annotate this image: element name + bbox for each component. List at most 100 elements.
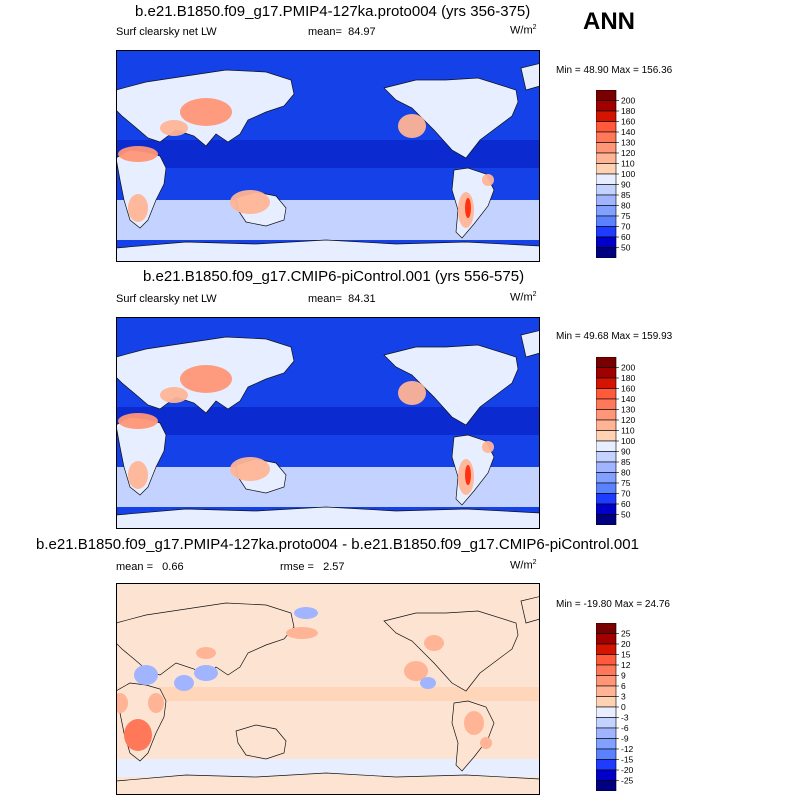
colorbar-box [595, 163, 617, 175]
colorbar-box [595, 759, 617, 771]
panel-1-units: W/m2 [510, 24, 537, 37]
panel-3-map-plot [116, 583, 540, 795]
panel-2-mean: mean= 84.31 [308, 293, 376, 305]
panel-3-map [116, 583, 540, 795]
panel-1-minmax: Min = 48.90 Max = 156.36 [556, 65, 673, 76]
colorbar-tick-label: 3 [621, 692, 626, 702]
colorbar-tick-label: 50 [621, 510, 631, 520]
colorbar-tick-label: -15 [621, 755, 634, 765]
colorbar-tick-label: 130 [621, 405, 635, 415]
colorbar-box [595, 633, 617, 645]
colorbar-tick-label: 100 [621, 169, 635, 179]
colorbar-box [595, 247, 617, 259]
panel-2-mean-label: mean= [308, 293, 342, 305]
high-flux-region [160, 387, 188, 403]
colorbar-box [595, 152, 617, 164]
land-region [451, 700, 495, 772]
map-frame [116, 50, 540, 262]
panel-1-map-plot [116, 50, 540, 262]
colorbar-tick-label: 50 [621, 243, 631, 253]
colorbar-box [595, 451, 617, 463]
negative-difference-region [194, 665, 218, 681]
panel-1-mean-label: mean= [308, 26, 342, 38]
tropical-difference-band [116, 687, 540, 701]
panel-1-mean: mean= 84.97 [308, 26, 376, 38]
colorbar-tick-label: 0 [621, 702, 626, 712]
high-flux-region [230, 190, 270, 214]
panel-1-units-base: W/m [510, 24, 533, 37]
colorbar-tick-label: 80 [621, 468, 631, 478]
positive-difference-region [286, 627, 318, 639]
colorbar-tick-label: 140 [621, 127, 635, 137]
colorbar-tick-label: 180 [621, 373, 635, 383]
colorbar-box [595, 727, 617, 739]
land-region [116, 772, 540, 795]
colorbar-tick-label: 200 [621, 96, 635, 106]
colorbar-tick-label: -12 [621, 744, 634, 754]
colorbar-tick-label: 160 [621, 384, 635, 394]
negative-difference-region [134, 665, 158, 685]
colorbar-tick-label: -9 [621, 734, 629, 744]
andes-maximum [465, 198, 471, 218]
colorbar-tick-label: 20 [621, 639, 631, 649]
colorbar-box [595, 100, 617, 112]
colorbar-tick-label: 70 [621, 222, 631, 232]
high-flux-region [128, 194, 148, 222]
colorbar-box [595, 419, 617, 431]
panel-2-units-base: W/m [510, 291, 533, 304]
land-region [520, 63, 540, 91]
colorbar-tick-label: 160 [621, 117, 635, 127]
colorbar-box [595, 215, 617, 227]
colorbar-box [595, 226, 617, 238]
colorbar-box [595, 110, 617, 122]
colorbar-tick-label: 75 [621, 478, 631, 488]
colorbar-tick-label: -20 [621, 765, 634, 775]
panel-3-minmax: Min = -19.80 Max = 24.76 [556, 599, 670, 610]
panel-1-units-sup: 2 [532, 24, 537, 31]
positive-difference-region [480, 737, 492, 749]
high-flux-region [482, 441, 494, 453]
colorbar-tick-label: 75 [621, 211, 631, 221]
colorbar-tick-label: 15 [621, 650, 631, 660]
colorbar-tick-label: 85 [621, 457, 631, 467]
panel-2-map-plot [116, 317, 540, 529]
panel-3-colorbar: 25 20 15 12 9 6 3 0 -3 -6 -9 -12 -15 -20 -25 [595, 622, 656, 792]
panel-3-units-sup: 2 [532, 559, 537, 566]
colorbar-tick-label: 80 [621, 201, 631, 211]
colorbar-box [595, 356, 617, 368]
land-region [116, 239, 540, 262]
high-flux-region [180, 365, 232, 393]
colorbar-tick-label: 120 [621, 415, 635, 425]
high-flux-region [118, 413, 158, 429]
high-flux-region [118, 146, 158, 162]
colorbar-box [595, 514, 617, 526]
colorbar-tick-label: 85 [621, 190, 631, 200]
high-flux-region [180, 98, 232, 126]
negative-difference-region [420, 677, 436, 689]
high-flux-region [230, 457, 270, 481]
colorbar-box [595, 142, 617, 154]
positive-difference-region [148, 693, 164, 713]
colorbar-tick-label: 90 [621, 180, 631, 190]
panel-3-rmse-label: rmse = [280, 561, 314, 573]
panel-1-mean-value: 84.97 [348, 26, 376, 38]
land-region [235, 724, 287, 760]
colorbar-box [595, 409, 617, 421]
panel-1-title: b.e21.B1850.f09_g17.PMIP4-127ka.proto004… [135, 3, 531, 20]
colorbar-box [595, 654, 617, 666]
colorbar-box [595, 367, 617, 379]
season-label: ANN [583, 8, 635, 35]
colorbar-tick-label: 9 [621, 671, 626, 681]
land-region [383, 77, 519, 159]
colorbar-tick-label: -6 [621, 723, 629, 733]
colorbar-tick-label: 120 [621, 148, 635, 158]
colorbar-box [595, 493, 617, 505]
panel-2-title: b.e21.B1850.f09_g17.CMIP6-piControl.001 … [143, 268, 525, 285]
panel-2-minmax: Min = 49.68 Max = 159.93 [556, 331, 673, 342]
colorbar-box [595, 121, 617, 133]
colorbar-box [595, 398, 617, 410]
colorbar-tick-label: 140 [621, 394, 635, 404]
panel-3-units: W/m2 [510, 559, 537, 572]
map-frame [116, 317, 540, 529]
